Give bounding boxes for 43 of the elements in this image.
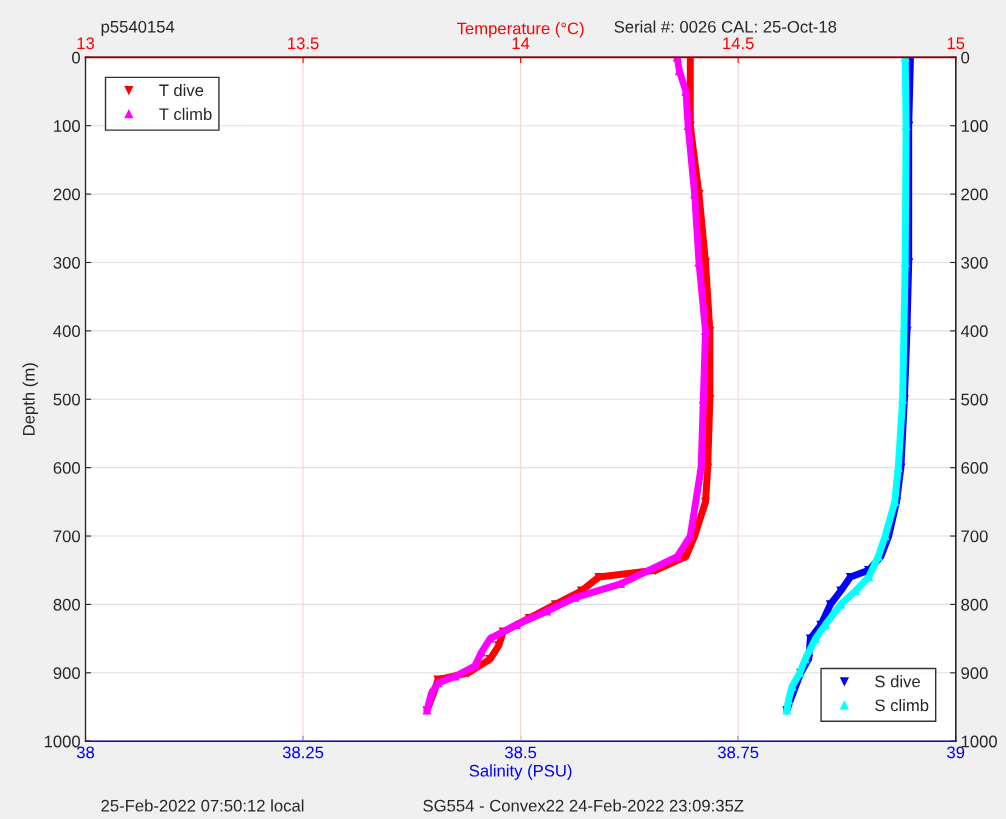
x-tick-label: 38.75 (717, 746, 759, 759)
x2-tick-label: 14.5 (723, 37, 754, 50)
legend-label: S dive (875, 675, 920, 688)
y-tick-label: 600 (53, 462, 80, 474)
y-tick-label: 300 (53, 256, 80, 269)
x2-tick-label: 13.5 (288, 37, 319, 50)
x-axis-title: Salinity (PSU) (469, 764, 572, 780)
x2-tick-label: 14 (512, 37, 530, 50)
y-tick-label: 100 (54, 120, 80, 132)
legend-label: T dive (159, 84, 204, 97)
x2-axis-title: Temperature (°C) (456, 22, 584, 38)
y-tick-label: 500 (53, 393, 80, 406)
y2-tick-label: 900 (961, 667, 988, 680)
text: SG554 - Convex22 24-Feb-2022 23:09:35Z (423, 799, 744, 812)
y-axis-title: Depth (m) (22, 363, 39, 435)
y-tick-label: 900 (53, 667, 80, 680)
x2-tick-label: 13 (77, 37, 95, 50)
y2-tick-label: 700 (961, 530, 988, 543)
y2-tick-label: 300 (961, 256, 988, 269)
y2-tick-label: 500 (961, 393, 988, 406)
y-tick-label: 200 (53, 188, 80, 201)
y2-tick-label: 200 (961, 188, 988, 201)
x2-tick-label: 15 (947, 37, 965, 50)
x-tick-label: 38.5 (505, 746, 537, 759)
y-tick-label: 400 (53, 325, 80, 338)
y-tick-label: 1000 (44, 735, 80, 748)
y-tick-label: 700 (53, 530, 80, 543)
y2-tick-label: 0 (961, 51, 970, 64)
y2-tick-label: 800 (961, 598, 988, 611)
text: 25-Feb-2022 07:50:12 local (101, 799, 304, 812)
y2-tick-label: 1000 (961, 735, 997, 748)
x-tick-label: 39 (947, 746, 965, 759)
y2-tick-label: 600 (961, 462, 988, 474)
y-tick-label: 0 (72, 51, 80, 64)
y-tick-label: 800 (53, 598, 80, 611)
y2-tick-label: 400 (960, 325, 988, 338)
text: Serial #: 0026 CAL: 25-Oct-18 (614, 20, 837, 33)
y2-tick-label: 100 (961, 120, 988, 132)
text: p5540154 (101, 20, 175, 37)
legend-label: S climb (875, 698, 929, 712)
legend-label: T climb (159, 107, 212, 121)
x-tick-label: 38.25 (282, 746, 324, 759)
x-tick-label: 38 (76, 746, 95, 759)
